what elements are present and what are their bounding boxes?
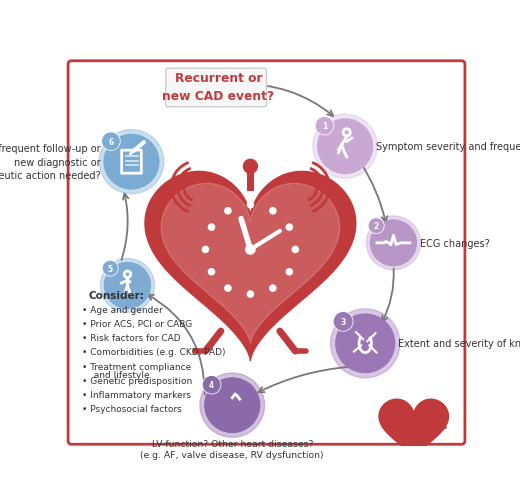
- FancyBboxPatch shape: [166, 69, 267, 108]
- Text: LV-function? Other heart diseases?
(e.g. AF, valve disease, RV dysfunction): LV-function? Other heart diseases? (e.g.…: [140, 439, 324, 459]
- Circle shape: [248, 202, 253, 208]
- Circle shape: [370, 220, 417, 266]
- Circle shape: [316, 118, 333, 135]
- Text: Extent and severity of known CAD?: Extent and severity of known CAD?: [398, 339, 520, 349]
- Text: • Comorbidities (e.g. CKD, PAD): • Comorbidities (e.g. CKD, PAD): [82, 348, 226, 357]
- Text: 5: 5: [108, 264, 113, 273]
- Text: • Risk factors for CAD: • Risk factors for CAD: [82, 334, 180, 343]
- Circle shape: [270, 208, 276, 214]
- Polygon shape: [379, 399, 448, 461]
- Text: Recurrent or
new CAD event?: Recurrent or new CAD event?: [162, 72, 275, 103]
- Circle shape: [243, 160, 257, 174]
- Circle shape: [369, 219, 383, 233]
- Circle shape: [103, 262, 117, 276]
- Circle shape: [203, 376, 220, 394]
- Circle shape: [248, 292, 253, 298]
- Text: Consider:: Consider:: [88, 291, 144, 301]
- Circle shape: [292, 247, 298, 253]
- Circle shape: [336, 315, 395, 373]
- Text: More frequent follow-up or
new diagnostic or
therapeutic action needed?: More frequent follow-up or new diagnosti…: [0, 144, 101, 180]
- Circle shape: [102, 261, 118, 277]
- Wedge shape: [267, 188, 311, 209]
- Circle shape: [369, 218, 384, 234]
- Circle shape: [203, 377, 220, 393]
- Circle shape: [318, 120, 372, 174]
- Circle shape: [200, 373, 265, 437]
- Text: • Prior ACS, PCI or CABG: • Prior ACS, PCI or CABG: [82, 319, 192, 328]
- Circle shape: [202, 247, 209, 253]
- Text: • Genetic predisposition: • Genetic predisposition: [82, 376, 192, 385]
- Text: 2: 2: [373, 222, 379, 231]
- Text: 6: 6: [108, 137, 113, 146]
- Circle shape: [286, 224, 292, 231]
- Text: • Treatment compliance: • Treatment compliance: [82, 362, 191, 371]
- Circle shape: [225, 208, 231, 214]
- Circle shape: [316, 118, 333, 135]
- Text: Symptom severity and frequency?: Symptom severity and frequency?: [375, 142, 520, 152]
- Circle shape: [331, 309, 400, 378]
- Text: • Psychosocial factors: • Psychosocial factors: [82, 405, 182, 414]
- Circle shape: [313, 115, 378, 179]
- Text: 3: 3: [341, 317, 346, 326]
- Circle shape: [333, 312, 353, 331]
- Circle shape: [246, 245, 255, 255]
- Text: 1: 1: [322, 122, 327, 131]
- Text: ESC: ESC: [422, 418, 448, 431]
- Text: and lifestyle: and lifestyle: [88, 370, 150, 379]
- Polygon shape: [161, 184, 340, 344]
- Circle shape: [104, 135, 159, 189]
- Circle shape: [366, 216, 421, 270]
- Wedge shape: [190, 188, 233, 209]
- Text: • Inflammatory markers: • Inflammatory markers: [82, 390, 191, 399]
- Circle shape: [286, 269, 292, 275]
- Circle shape: [209, 269, 215, 275]
- Circle shape: [99, 130, 164, 194]
- Circle shape: [100, 259, 154, 313]
- Circle shape: [103, 134, 119, 150]
- Polygon shape: [145, 172, 356, 361]
- Circle shape: [225, 286, 231, 292]
- Text: 4: 4: [209, 381, 214, 389]
- Text: • Age and gender: • Age and gender: [82, 305, 163, 314]
- Text: ECG changes?: ECG changes?: [420, 238, 489, 248]
- Circle shape: [334, 313, 352, 331]
- Circle shape: [102, 133, 120, 151]
- Circle shape: [105, 263, 150, 309]
- Circle shape: [205, 378, 259, 432]
- Circle shape: [270, 286, 276, 292]
- Circle shape: [209, 224, 215, 231]
- FancyBboxPatch shape: [68, 62, 465, 444]
